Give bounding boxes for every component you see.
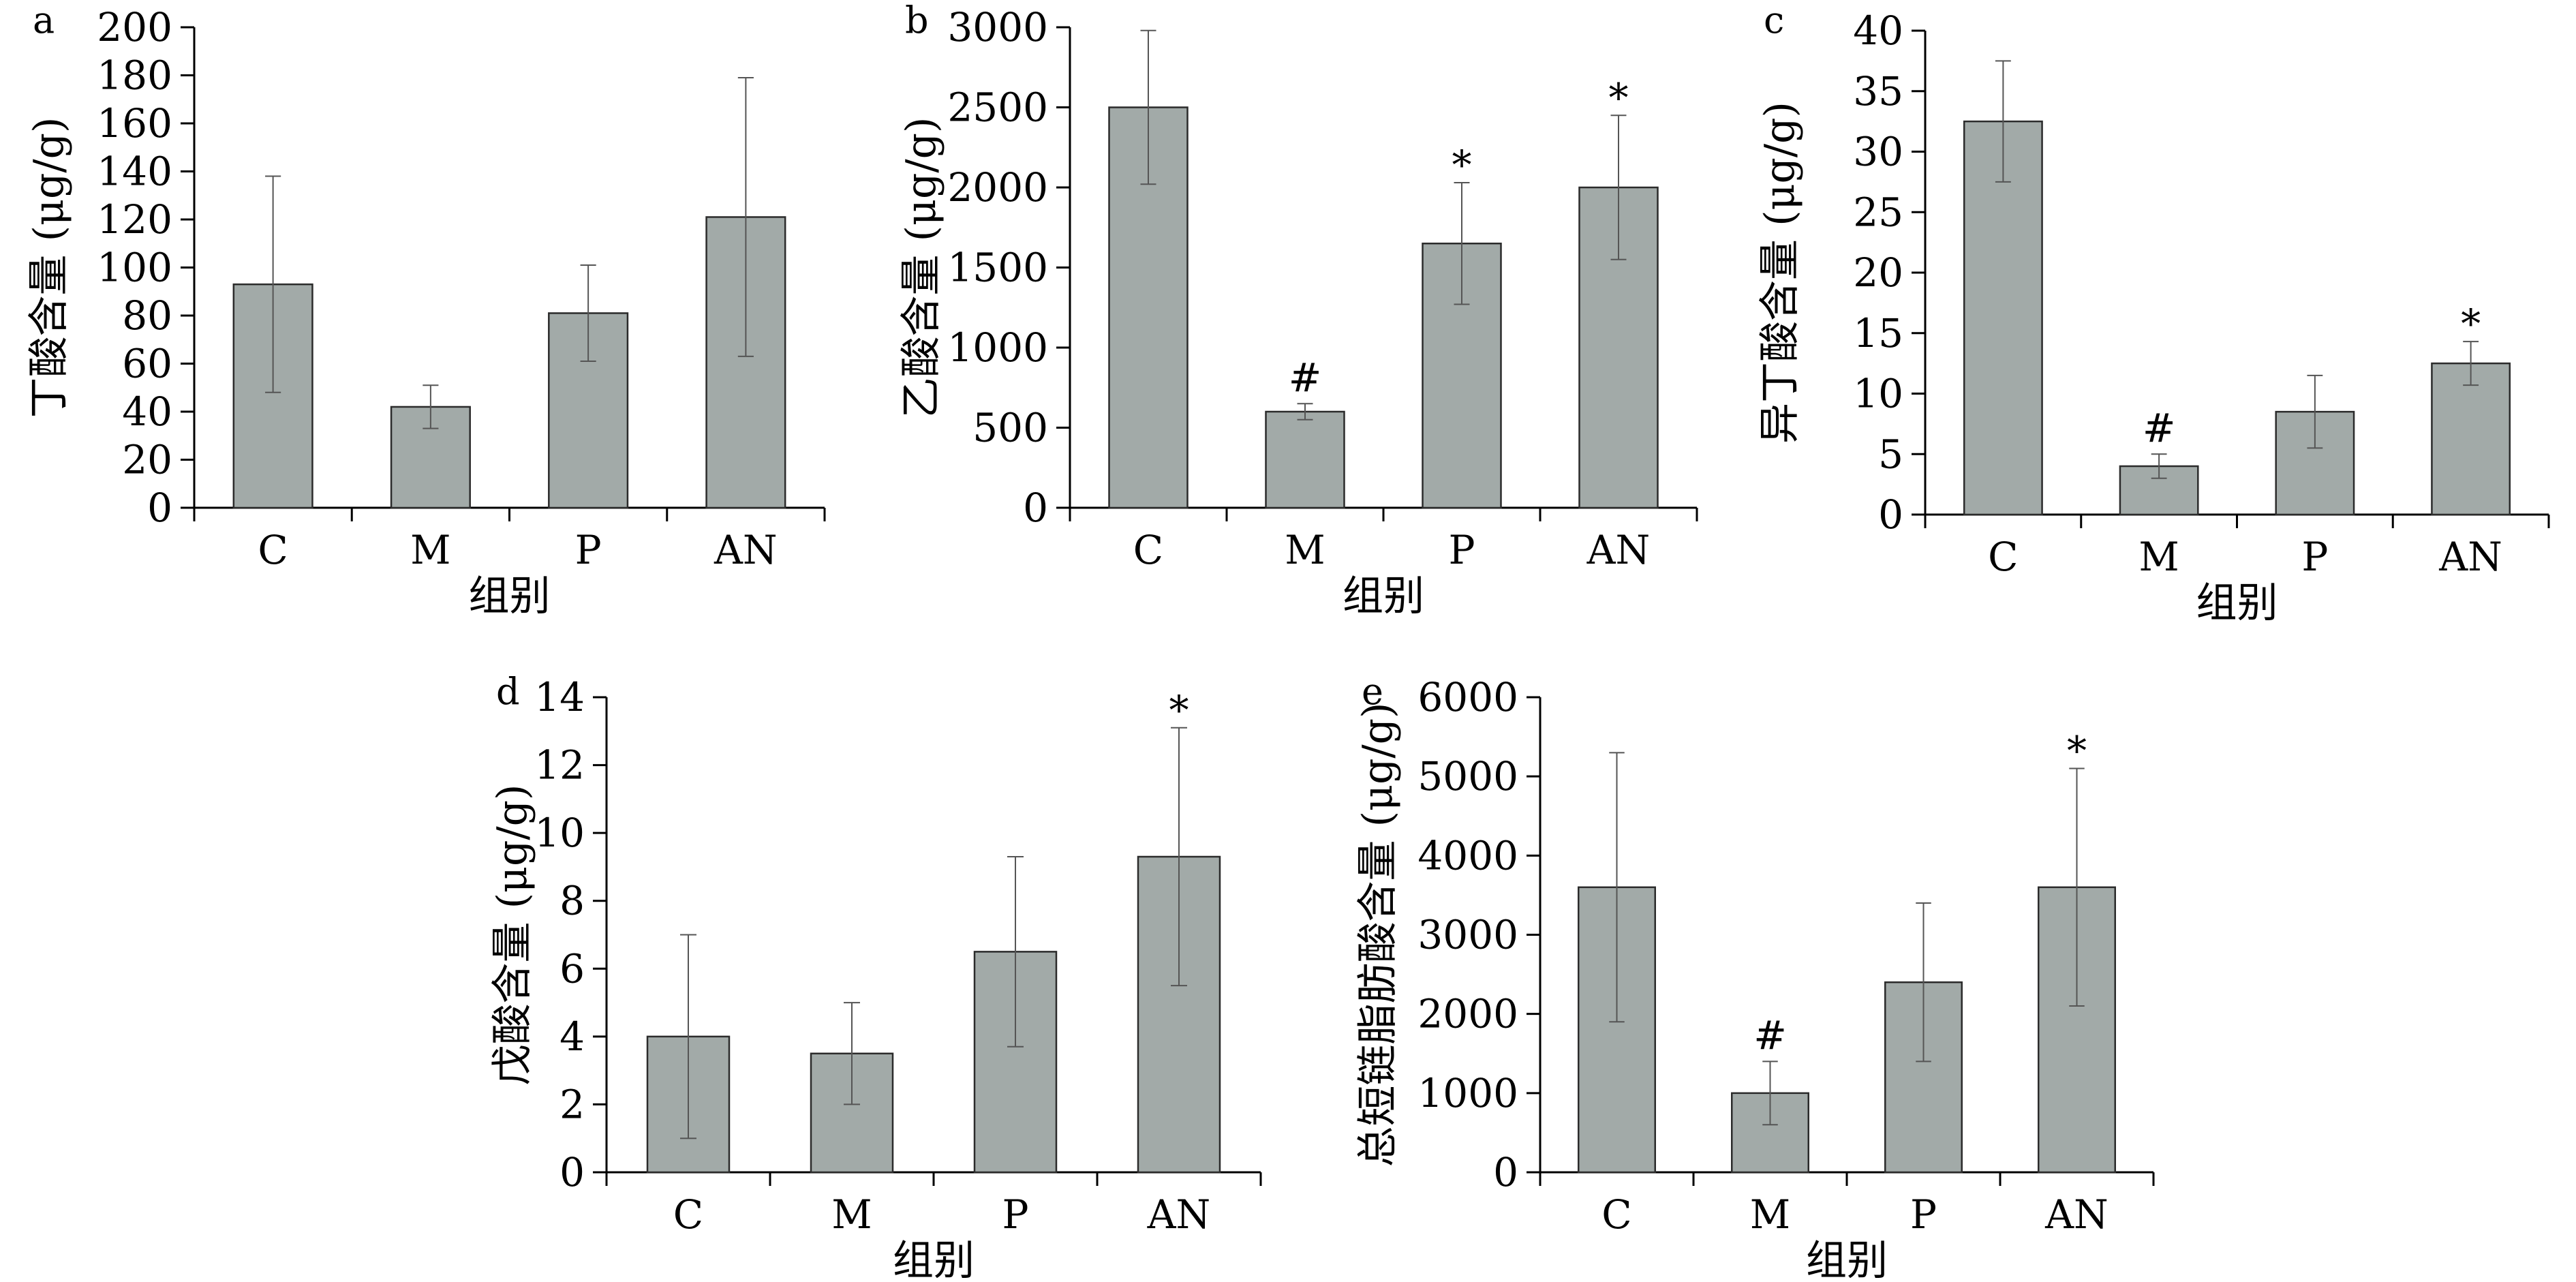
y-tick-label: 6: [559, 945, 585, 992]
y-tick-label: 4000: [1417, 832, 1518, 879]
significance-star: *: [1452, 142, 1472, 188]
y-tick-label: 60: [122, 341, 172, 387]
x-axis-title: 组别: [2196, 579, 2278, 627]
y-tick-label: 3000: [1417, 912, 1518, 958]
significance-hash: #: [1289, 354, 1322, 401]
x-tick-label: P: [2301, 534, 2328, 580]
y-axis-title: 异丁酸含量 (μg/g): [1756, 102, 1804, 444]
y-tick-label: 1000: [1417, 1070, 1518, 1116]
x-tick-label: AN: [2438, 534, 2502, 580]
y-axis-title: 戊酸含量 (μg/g): [489, 784, 536, 1086]
x-axis-title: 组别: [1806, 1237, 1888, 1282]
bar-C: [1963, 120, 2043, 516]
significance-hash: #: [1753, 1012, 1787, 1058]
x-tick-label: C: [1133, 527, 1163, 573]
x-tick-label: M: [831, 1191, 872, 1238]
x-tick-label: M: [410, 527, 450, 573]
x-tick-label: C: [258, 527, 288, 573]
y-tick-label: 8: [559, 878, 585, 924]
y-tick-label: 1000: [947, 324, 1048, 371]
x-axis-title: 组别: [893, 1237, 975, 1282]
y-tick-label: 2500: [947, 85, 1048, 131]
x-tick-label: M: [2138, 534, 2179, 580]
y-tick-label: 5000: [1417, 753, 1518, 799]
y-tick-label: 2: [559, 1081, 585, 1127]
panel-letter: a: [33, 0, 55, 42]
x-tick-label: C: [1988, 534, 2018, 580]
y-tick-label: 0: [1493, 1149, 1518, 1195]
significance-star: *: [2067, 728, 2087, 774]
chart-panel-c: c 0 5 10 15 20 25 30 35 40 C # M P * AN 组别 异丁酸含量 (μg/g): [1756, 0, 2550, 627]
y-tick-label: 15: [1853, 310, 1903, 356]
y-tick-label: 0: [1023, 485, 1048, 531]
y-tick-label: 160: [97, 100, 172, 147]
x-axis-title: 组别: [1343, 573, 1424, 620]
significance-hash: #: [2143, 405, 2176, 451]
significance-star: *: [1609, 74, 1629, 121]
significance-star: *: [1169, 687, 1189, 733]
y-tick-label: 140: [97, 149, 172, 195]
x-tick-label: M: [1285, 527, 1325, 573]
y-tick-label: 30: [1853, 129, 1903, 175]
y-tick-label: 2000: [947, 164, 1048, 211]
y-tick-label: 35: [1853, 68, 1903, 115]
y-axis-title: 乙酸含量 (μg/g): [898, 117, 945, 418]
y-tick-label: 5: [1878, 431, 1903, 477]
y-tick-label: 14: [534, 674, 585, 720]
y-tick-label: 2000: [1417, 991, 1518, 1037]
panel-letter: c: [1764, 0, 1784, 42]
x-tick-label: AN: [1586, 527, 1651, 573]
y-tick-label: 100: [97, 245, 172, 291]
y-tick-label: 40: [122, 388, 172, 435]
bar-M: [1265, 410, 1345, 509]
y-tick-label: 3000: [947, 4, 1048, 50]
y-tick-label: 12: [534, 742, 585, 789]
chart-panel-b: b 0 500 1000 1500 2000 2500 3000 C # M * P * AN 组别 乙酸含量 …: [898, 0, 1698, 620]
x-tick-label: P: [575, 527, 602, 573]
y-tick-label: 10: [1853, 371, 1903, 417]
x-axis-title: 组别: [469, 573, 551, 620]
y-axis-title: 总短链脂肪酸含量 (μg/g): [1354, 703, 1402, 1167]
y-tick-label: 180: [97, 52, 172, 99]
y-tick-label: 20: [122, 437, 172, 483]
panel-letter: b: [905, 0, 929, 42]
y-tick-label: 0: [147, 485, 172, 531]
x-tick-label: AN: [2044, 1191, 2109, 1238]
y-tick-label: 4: [559, 1013, 585, 1060]
x-tick-label: C: [1601, 1191, 1631, 1238]
y-axis-title: 丁酸含量 (μg/g): [25, 117, 73, 418]
y-tick-label: 120: [97, 196, 172, 243]
x-tick-label: P: [1448, 527, 1475, 573]
y-tick-label: 40: [1853, 7, 1903, 54]
y-tick-label: 200: [97, 4, 172, 50]
y-tick-label: 1500: [947, 245, 1048, 291]
y-tick-label: 0: [1878, 491, 1903, 538]
chart-panel-d: d 0 2 4 6 8 10 12 14 C M P * AN 组别 戊酸含量 (μg/g): [489, 671, 1262, 1282]
x-tick-label: M: [1750, 1191, 1790, 1238]
x-tick-label: P: [1910, 1191, 1937, 1238]
chart-panel-e: e 0 1000 2000 3000 4000 5000 6000 C # M P * AN 组别 总短链脂肪…: [1354, 671, 2155, 1282]
x-tick-label: C: [673, 1191, 703, 1238]
y-tick-label: 6000: [1417, 674, 1518, 720]
panel-letter: d: [496, 671, 520, 713]
y-tick-label: 80: [122, 292, 172, 339]
y-tick-label: 500: [972, 405, 1048, 451]
y-tick-label: 0: [559, 1149, 585, 1195]
significance-star: *: [2461, 301, 2481, 347]
y-tick-label: 25: [1853, 189, 1903, 235]
bar-AN: [2431, 362, 2511, 516]
y-tick-label: 10: [534, 810, 585, 856]
y-tick-label: 20: [1853, 249, 1903, 296]
x-tick-label: AN: [714, 527, 778, 573]
x-tick-label: AN: [1147, 1191, 1211, 1238]
x-tick-label: P: [1002, 1191, 1028, 1238]
panel-letter: e: [1362, 671, 1383, 713]
